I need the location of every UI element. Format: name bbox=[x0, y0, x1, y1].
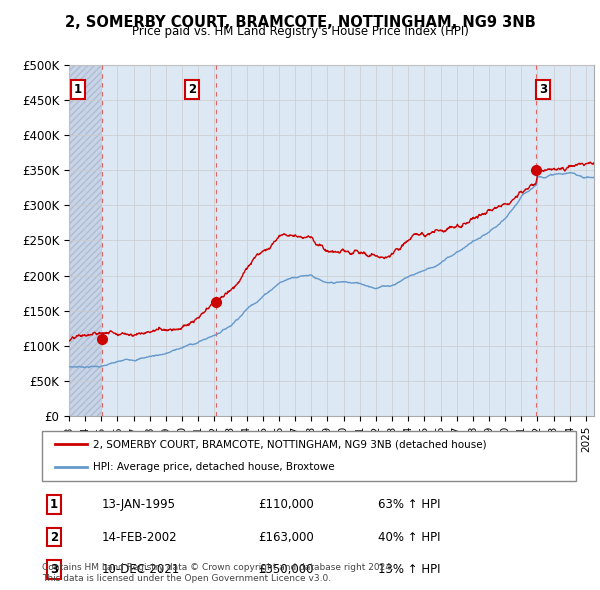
Text: HPI: Average price, detached house, Broxtowe: HPI: Average price, detached house, Brox… bbox=[93, 463, 334, 473]
Text: 14-FEB-2002: 14-FEB-2002 bbox=[102, 530, 178, 543]
Text: 40% ↑ HPI: 40% ↑ HPI bbox=[378, 530, 440, 543]
Text: Price paid vs. HM Land Registry's House Price Index (HPI): Price paid vs. HM Land Registry's House … bbox=[131, 25, 469, 38]
Bar bbox=[69, 65, 102, 416]
Text: 63% ↑ HPI: 63% ↑ HPI bbox=[378, 498, 440, 511]
Text: £110,000: £110,000 bbox=[258, 498, 314, 511]
Text: This data is licensed under the Open Government Licence v3.0.: This data is licensed under the Open Gov… bbox=[42, 574, 331, 583]
Bar bbox=[69, 65, 102, 416]
Bar bbox=[217, 65, 536, 416]
Text: 1: 1 bbox=[74, 83, 82, 96]
Text: £350,000: £350,000 bbox=[258, 563, 314, 576]
Bar bbox=[102, 65, 217, 416]
Text: 1: 1 bbox=[50, 498, 58, 511]
Text: £163,000: £163,000 bbox=[258, 530, 314, 543]
Text: Contains HM Land Registry data © Crown copyright and database right 2024.: Contains HM Land Registry data © Crown c… bbox=[42, 563, 394, 572]
Text: 2: 2 bbox=[188, 83, 196, 96]
Text: 10-DEC-2021: 10-DEC-2021 bbox=[102, 563, 180, 576]
Text: 13-JAN-1995: 13-JAN-1995 bbox=[102, 498, 176, 511]
Text: 3: 3 bbox=[50, 563, 58, 576]
Bar bbox=[536, 65, 594, 416]
Text: 2, SOMERBY COURT, BRAMCOTE, NOTTINGHAM, NG9 3NB (detached house): 2, SOMERBY COURT, BRAMCOTE, NOTTINGHAM, … bbox=[93, 439, 487, 449]
Text: 13% ↑ HPI: 13% ↑ HPI bbox=[378, 563, 440, 576]
Text: 2, SOMERBY COURT, BRAMCOTE, NOTTINGHAM, NG9 3NB: 2, SOMERBY COURT, BRAMCOTE, NOTTINGHAM, … bbox=[65, 15, 535, 30]
Text: 3: 3 bbox=[539, 83, 547, 96]
FancyBboxPatch shape bbox=[42, 431, 576, 481]
Text: 2: 2 bbox=[50, 530, 58, 543]
